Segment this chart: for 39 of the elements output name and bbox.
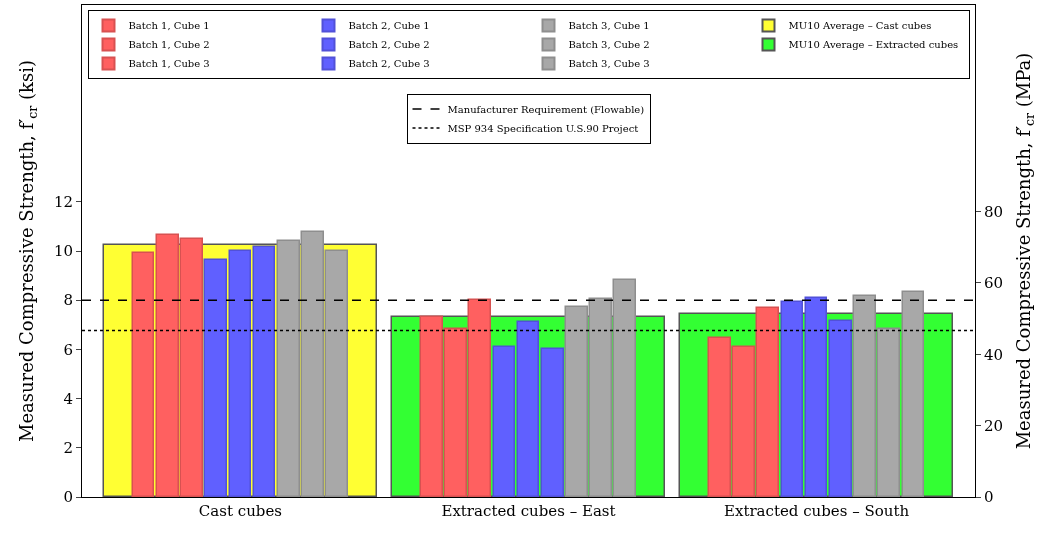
legend-label: Batch 1, Cube 3 [128, 58, 210, 70]
bar [203, 258, 227, 497]
legend-label: Manufacturer Requirement (Flowable) [447, 103, 645, 115]
bar [901, 290, 924, 497]
y2-tick-label: 40 [984, 345, 1004, 364]
x-tick-label: Extracted cubes – East [441, 502, 616, 520]
bar [780, 300, 803, 497]
bar [492, 345, 515, 497]
bar [252, 245, 275, 497]
y-tick-label: 12 [53, 193, 73, 212]
legend-label: Batch 2, Cube 1 [348, 20, 430, 32]
x-tick-label: Cast cubes [198, 502, 283, 520]
bar [828, 319, 852, 497]
legend-label: Batch 3, Cube 1 [568, 20, 650, 32]
x-tick-label: Extracted cubes – South [723, 502, 910, 520]
y2-tick-label: 80 [984, 202, 1004, 221]
legend-label: MU10 Average – Cast cubes [788, 20, 932, 32]
bar [540, 347, 564, 497]
legend-label: MSP 934 Specification U.S.90 Project [447, 122, 639, 134]
y-tick-label: 6 [63, 340, 73, 359]
y-tick-label: 8 [63, 291, 73, 310]
y2-tick-label: 20 [984, 416, 1004, 435]
bar [228, 249, 251, 497]
y-tick-label: 2 [63, 439, 73, 458]
legend-label: Batch 3, Cube 2 [568, 39, 650, 51]
legend-label: Batch 1, Cube 2 [128, 39, 210, 51]
legend-label: Batch 1, Cube 1 [128, 20, 210, 32]
bar [804, 296, 827, 497]
legend-label: Batch 2, Cube 3 [348, 58, 430, 70]
bar [516, 320, 539, 497]
legend-label: MU10 Average – Extracted cubes [788, 39, 959, 51]
y2-tick-label: 60 [984, 274, 1004, 293]
y-tick-label: 4 [63, 389, 73, 408]
legend-label: Batch 3, Cube 3 [568, 58, 650, 70]
y-tick-label: 0 [63, 488, 73, 507]
legend-label: Batch 2, Cube 2 [348, 39, 430, 51]
y2-tick-label: 0 [984, 488, 994, 507]
y-tick-label: 10 [53, 242, 73, 261]
bar [131, 251, 154, 497]
